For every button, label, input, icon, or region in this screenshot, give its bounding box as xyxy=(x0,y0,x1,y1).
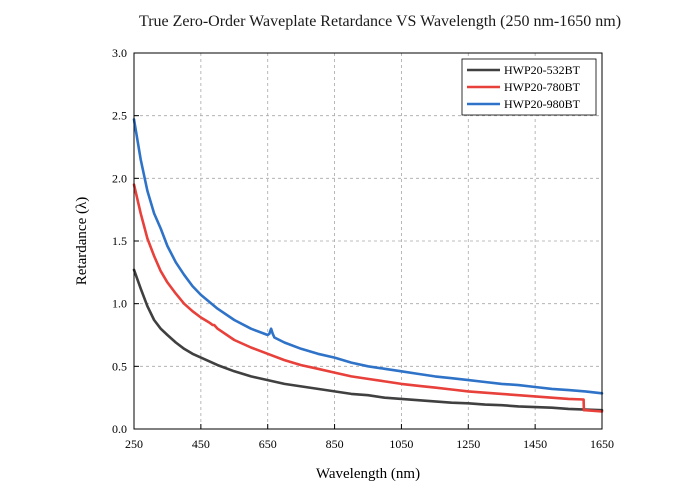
y-tick-label: 2.0 xyxy=(112,171,127,185)
legend-label-hwp20-532bt: HWP20-532BT xyxy=(504,63,581,77)
series-line-hwp20-780bt xyxy=(132,183,604,413)
x-tick-label: 450 xyxy=(192,437,210,451)
x-tick-label: 1250 xyxy=(456,437,480,451)
y-axis: 0.0 0.5 1.0 1.5 2.0 2.5 3.0 xyxy=(112,46,139,436)
series-line-hwp20-980bt xyxy=(132,118,604,395)
chart-title: True Zero-Order Waveplate Retardance VS … xyxy=(139,13,621,30)
x-tick-label: 1650 xyxy=(590,437,614,451)
grid xyxy=(134,53,602,429)
y-tick-label: 1.5 xyxy=(112,234,127,248)
x-axis-label: Wavelength (nm) xyxy=(316,466,420,482)
x-tick-label: 850 xyxy=(326,437,344,451)
y-tick-label: 1.0 xyxy=(112,297,127,311)
y-axis-label: Retardance (λ) xyxy=(74,197,90,285)
y-tick-label: 0.5 xyxy=(112,359,127,373)
x-tick-label: 1450 xyxy=(523,437,547,451)
legend-label-hwp20-780bt: HWP20-780BT xyxy=(504,80,581,94)
x-axis: 250 450 650 850 1050 1250 1450 1650 xyxy=(125,424,614,451)
series-line-hwp20-532bt xyxy=(132,268,604,412)
y-tick-label: 3.0 xyxy=(112,46,127,60)
legend: HWP20-532BT HWP20-780BT HWP20-980BT xyxy=(461,58,597,116)
x-tick-label: 650 xyxy=(259,437,277,451)
series-layer xyxy=(132,118,604,413)
x-tick-label: 250 xyxy=(125,437,143,451)
legend-label-hwp20-980bt: HWP20-980BT xyxy=(504,97,581,111)
x-tick-label: 1050 xyxy=(389,437,413,451)
y-tick-label: 0.0 xyxy=(112,422,127,436)
y-tick-label: 2.5 xyxy=(112,109,127,123)
